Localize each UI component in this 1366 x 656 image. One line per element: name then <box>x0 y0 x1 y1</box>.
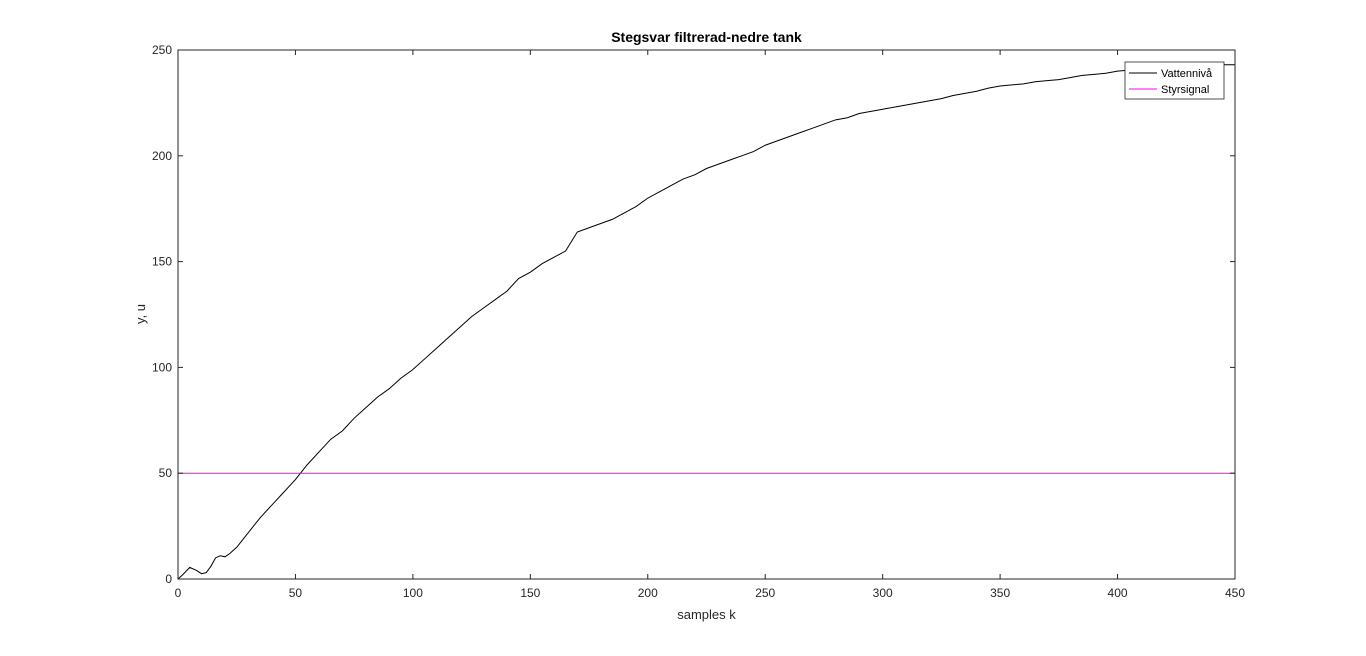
x-axis-title: samples k <box>677 607 736 622</box>
y-axis-title: y, u <box>133 304 148 324</box>
legend-box <box>1124 61 1225 100</box>
x-tick-label: 400 <box>1108 586 1128 600</box>
axes-box <box>177 49 1236 580</box>
x-tick-label: 150 <box>520 586 540 600</box>
x-tick-label: 100 <box>403 586 423 600</box>
plot-area <box>178 50 1235 579</box>
legend-label-styrsignal: Styrsignal <box>1161 84 1209 96</box>
tick-layer: 0 50 100 150 200 250 300 350 400 450 0 50 100 150 200 2… <box>152 43 1245 600</box>
y-tick-label: 200 <box>152 149 172 163</box>
x-tick-label: 200 <box>638 586 658 600</box>
y-tick-label: 150 <box>152 255 172 269</box>
y-tick-label: 50 <box>159 466 173 480</box>
x-tick-label: 450 <box>1225 586 1245 600</box>
y-tick-label: 250 <box>152 43 172 57</box>
x-tick-label: 50 <box>289 586 303 600</box>
chart-title: Stegsvar filtrerad-nedre tank <box>611 29 802 45</box>
series-layer <box>177 64 1235 580</box>
y-tick-label: 100 <box>152 360 172 374</box>
x-tick-label: 0 <box>175 586 182 600</box>
legend: Vattennivå Styrsignal <box>1124 61 1225 100</box>
x-tick-label: 350 <box>990 586 1010 600</box>
series-line-vattenniva- <box>177 64 1235 580</box>
y-tick-label: 0 <box>165 572 172 586</box>
x-tick-label: 250 <box>755 586 775 600</box>
legend-label-vattenniva: Vattennivå <box>1161 68 1213 80</box>
x-tick-label: 300 <box>873 586 893 600</box>
